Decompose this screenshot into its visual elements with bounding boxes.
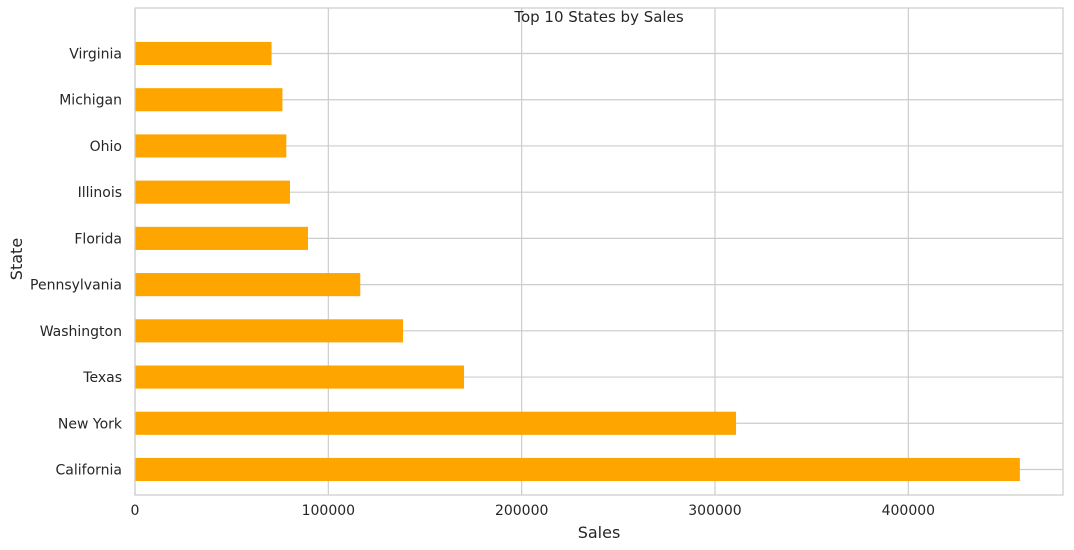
y-tick-label: Michigan <box>59 93 122 109</box>
y-tick-label: Washington <box>40 324 122 340</box>
bar-pennsylvania <box>135 273 361 297</box>
y-tick-label: Florida <box>74 231 122 247</box>
plot-frame <box>134 7 1064 496</box>
bar-washington <box>135 319 404 343</box>
bar-michigan <box>135 88 283 112</box>
bars <box>135 41 1020 482</box>
y-tick-label: California <box>56 463 122 479</box>
bar-texas <box>135 365 465 389</box>
x-axis-ticks: 0 100000 200000 300000 400000 <box>131 503 936 519</box>
bar-virginia <box>135 41 272 66</box>
y-tick-label: Illinois <box>78 185 122 201</box>
x-tick-label: 200000 <box>495 503 548 519</box>
y-axis-label: State <box>7 238 26 280</box>
y-tick-label: Pennsylvania <box>30 278 122 294</box>
y-tick-label: New York <box>58 416 123 432</box>
bar-california <box>135 457 1020 482</box>
bar-florida <box>135 226 308 250</box>
x-tick-label: 0 <box>131 503 140 519</box>
y-tick-label: Ohio <box>90 139 122 155</box>
y-tick-label: Virginia <box>69 47 122 63</box>
chart-title: Top 10 States by Sales <box>513 8 683 26</box>
bar-ohio <box>135 134 287 158</box>
bar-new-york <box>135 411 737 435</box>
x-tick-label: 300000 <box>688 503 741 519</box>
x-tick-label: 400000 <box>882 503 935 519</box>
x-tick-label: 100000 <box>302 503 355 519</box>
x-axis-label: Sales <box>578 523 621 542</box>
y-tick-label: Texas <box>82 370 122 386</box>
bar-illinois <box>135 180 290 204</box>
y-axis-ticks: California New York Texas Washington Pennsyl… <box>30 47 123 479</box>
